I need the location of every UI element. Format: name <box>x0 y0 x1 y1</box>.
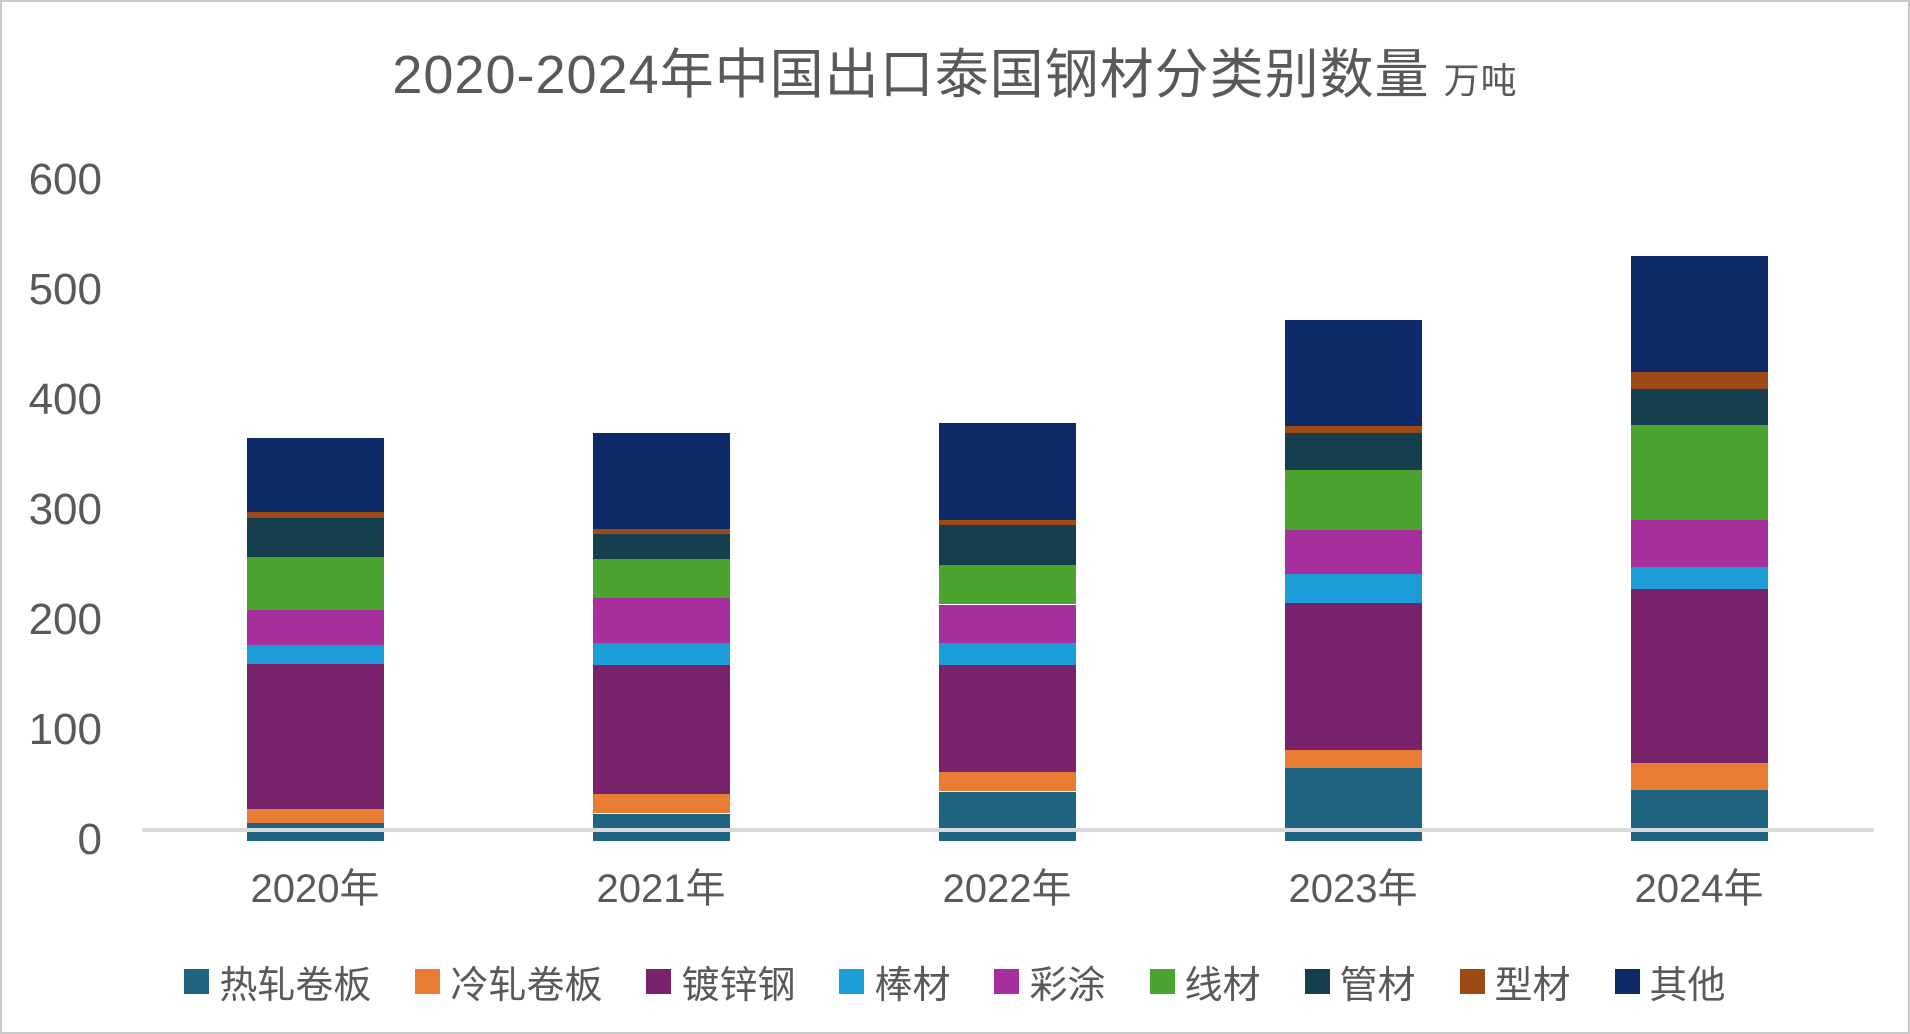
bar-segment-管材 <box>246 517 384 558</box>
bar-segment-棒材 <box>938 643 1076 665</box>
legend-swatch-icon <box>1614 969 1640 994</box>
bar-segment-管材 <box>938 525 1076 565</box>
y-tick-label: 300 <box>28 485 102 534</box>
bar-segment-线材 <box>592 559 730 598</box>
bar-segment-其他 <box>1284 319 1422 427</box>
x-tick-label: 2021年 <box>596 867 726 911</box>
legend-swatch-icon <box>994 969 1020 994</box>
bar-segment-热轧卷板 <box>592 813 730 841</box>
legend-label: 棒材 <box>874 965 951 1007</box>
bar-segment-镀锌钢 <box>938 665 1076 772</box>
bar-segment-其他 <box>1630 255 1768 373</box>
bar-segment-管材 <box>592 534 730 560</box>
legend-label: 型材 <box>1494 965 1571 1007</box>
stacked-bar-2021年 <box>592 2 730 841</box>
bar-segment-热轧卷板 <box>246 823 384 841</box>
bar-segment-线材 <box>246 557 384 610</box>
bar-segment-棒材 <box>1284 573 1422 604</box>
bar-segment-线材 <box>1630 425 1768 520</box>
bar-segment-其他 <box>246 438 384 513</box>
legend-item-其他: 其他 <box>1614 954 1726 1009</box>
legend-label: 冷轧卷板 <box>450 965 603 1007</box>
bar-segment-彩涂 <box>1630 519 1768 568</box>
y-tick-label: 600 <box>28 155 102 204</box>
y-tick-label: 200 <box>28 595 102 644</box>
legend: 热轧卷板 冷轧卷板 镀锌钢 棒材 彩涂 线材 管材 型材 其他 <box>2 954 1908 1009</box>
bar-segment-棒材 <box>246 645 384 664</box>
stacked-bar-2020年 <box>246 2 384 841</box>
legend-item-线材: 线材 <box>1149 954 1261 1009</box>
stacked-bar-2024年 <box>1630 2 1768 841</box>
bar-segment-热轧卷板 <box>938 791 1076 841</box>
legend-item-管材: 管材 <box>1304 954 1416 1009</box>
bar-segment-型材 <box>592 528 730 535</box>
bar-segment-冷轧卷板 <box>1630 762 1768 791</box>
bar-segment-线材 <box>1284 470 1422 530</box>
bar-segment-彩涂 <box>938 604 1076 643</box>
legend-swatch-icon <box>1304 969 1330 994</box>
bar-segment-冷轧卷板 <box>246 809 384 824</box>
bar-segment-热轧卷板 <box>1630 790 1768 841</box>
bar-segment-冷轧卷板 <box>1284 749 1422 769</box>
legend-item-彩涂: 彩涂 <box>994 954 1106 1009</box>
legend-swatch-icon <box>415 969 441 994</box>
bar-segment-型材 <box>246 512 384 518</box>
x-tick-label: 2022年 <box>942 867 1072 911</box>
bar-segment-型材 <box>1630 372 1768 389</box>
legend-item-棒材: 棒材 <box>839 954 950 1009</box>
chart-title-unit: 万吨 <box>1443 60 1518 101</box>
bar-segment-冷轧卷板 <box>938 771 1076 792</box>
bar-segment-彩涂 <box>1284 529 1422 574</box>
y-tick-label: 500 <box>28 265 102 314</box>
legend-item-热轧卷板: 热轧卷板 <box>184 954 371 1009</box>
chart-title-text: 2020-2024年中国出口泰国钢材分类别数量 <box>392 45 1430 105</box>
y-tick-label: 400 <box>28 375 102 424</box>
x-tick-label: 2023年 <box>1288 867 1418 911</box>
y-tick-label: 0 <box>77 815 102 864</box>
chart-title: 2020-2024年中国出口泰国钢材分类别数量 万吨 <box>2 30 1908 109</box>
bar-segment-镀锌钢 <box>592 665 730 794</box>
bar-segment-其他 <box>938 423 1076 520</box>
x-tick-label: 2024年 <box>1634 867 1764 911</box>
legend-swatch-icon <box>839 969 865 994</box>
zero-axis-line <box>142 828 1874 832</box>
legend-label: 热轧卷板 <box>219 965 372 1007</box>
legend-label: 彩涂 <box>1029 965 1106 1007</box>
legend-label: 线材 <box>1184 965 1261 1007</box>
bar-segment-管材 <box>1284 432 1422 471</box>
bar-segment-冷轧卷板 <box>592 793 730 814</box>
bar-segment-彩涂 <box>592 597 730 643</box>
bar-segment-棒材 <box>1630 567 1768 590</box>
bar-segment-镀锌钢 <box>246 663 384 810</box>
legend-item-冷轧卷板: 冷轧卷板 <box>415 954 602 1009</box>
legend-swatch-icon <box>1149 969 1175 994</box>
x-tick-label: 2020年 <box>250 867 380 911</box>
legend-label: 其他 <box>1649 965 1726 1007</box>
bar-segment-其他 <box>592 432 730 529</box>
legend-item-型材: 型材 <box>1459 954 1571 1009</box>
legend-swatch-icon <box>1459 969 1485 994</box>
bar-segment-型材 <box>1284 426 1422 433</box>
legend-swatch-icon <box>184 969 210 994</box>
legend-label: 镀锌钢 <box>681 965 796 1007</box>
legend-swatch-icon <box>646 969 672 994</box>
bar-segment-管材 <box>1630 388 1768 426</box>
stacked-bar-2023年 <box>1284 2 1422 841</box>
legend-item-镀锌钢: 镀锌钢 <box>646 954 795 1009</box>
bar-segment-型材 <box>938 519 1076 526</box>
bar-segment-镀锌钢 <box>1284 603 1422 750</box>
bar-segment-棒材 <box>592 643 730 665</box>
bar-segment-线材 <box>938 564 1076 605</box>
stacked-bar-2022年 <box>938 2 1076 841</box>
y-tick-label: 100 <box>28 705 102 754</box>
legend-label: 管材 <box>1339 965 1416 1007</box>
bar-segment-彩涂 <box>246 610 384 646</box>
bar-segment-镀锌钢 <box>1630 589 1768 763</box>
